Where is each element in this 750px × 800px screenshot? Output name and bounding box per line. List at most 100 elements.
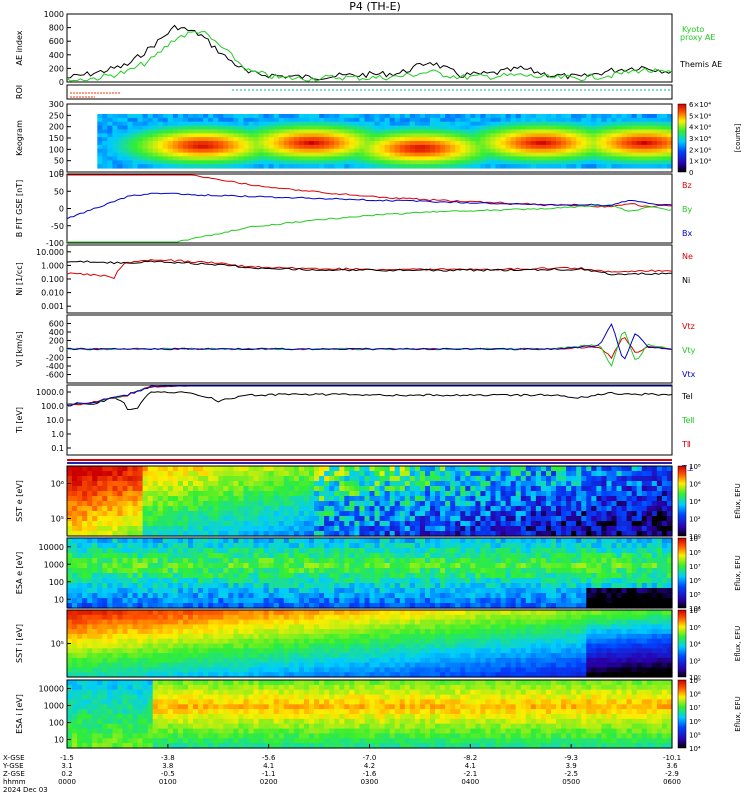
heatmap-cell [591,603,597,609]
heatmap-cell [304,137,310,142]
heatmap-cell [298,114,305,119]
heatmap-cell [546,593,552,599]
heatmap-cell [465,578,471,584]
heatmap-cell [586,516,592,522]
heatmap-cell [344,548,350,554]
heatmap-cell [520,568,527,574]
heatmap-cell [394,129,401,134]
y-axis-label: Ti [eV] [15,407,24,434]
heatmap-cell [435,148,441,154]
heatmap-cell [309,476,315,482]
heatmap-cell [621,141,628,146]
heatmap-cell [455,598,461,604]
heatmap-cell [661,511,668,517]
heatmap-cell [283,516,290,522]
heatmap-cell [404,486,411,492]
heatmap-cell [596,160,602,165]
heatmap-cell [349,471,355,477]
heatmap-cell [329,526,335,532]
heatmap-cell [238,526,244,532]
heatmap-cell [445,593,451,599]
heatmap-cell [404,496,411,502]
heatmap-cell [480,471,486,477]
heatmap-cell [384,558,391,564]
heatmap-cell [561,152,567,158]
heatmap-cell [253,137,260,142]
heatmap-cell [384,129,391,134]
y-tick-label: 0.1 [51,444,64,453]
heatmap-cell [490,496,497,502]
heatmap-cell [147,578,154,584]
heatmap-cell [132,156,139,161]
heatmap-cell [344,563,350,569]
heatmap-cell [142,563,149,569]
heatmap-cell [510,481,517,487]
heatmap-cell [656,471,663,477]
heatmap-cell [283,501,290,507]
heatmap-cell [344,471,350,477]
heatmap-cell [465,573,471,579]
heatmap-cell [540,543,547,549]
heatmap-cell [208,548,214,554]
heatmap-cell [530,117,537,123]
heatmap-cell [208,568,214,574]
heatmap-cell [435,553,441,559]
heatmap-cell [616,164,623,169]
heatmap-cell [379,125,386,131]
heatmap-cell [409,573,416,579]
heatmap-cell [152,160,159,165]
heatmap-cell [430,164,436,169]
y-tick-label: 1000.0 [36,388,64,397]
heatmap-cell [112,114,118,119]
heatmap-cell [394,568,401,574]
heatmap-cell [626,476,633,482]
heatmap-cell [440,476,446,482]
heatmap-cell [82,506,88,512]
heatmap-cell [304,558,310,564]
heatmap-cell [485,511,492,517]
heatmap-cell [636,152,643,158]
heatmap-cell [309,568,315,574]
heatmap-cell [172,593,179,599]
heatmap-cell [460,516,466,522]
heatmap-cell [631,491,638,497]
heatmap-cell [359,466,365,472]
heatmap-cell [389,144,396,150]
heatmap-cell [359,152,365,158]
heatmap-cell [354,486,360,492]
heatmap-cell [293,501,300,507]
heatmap-cell [309,164,315,169]
heatmap-cell [142,511,149,517]
heatmap-cell [485,117,492,123]
heatmap-cell [566,466,572,472]
heatmap-cell [551,578,557,584]
heatmap-cell [616,491,623,497]
heatmap-cell [520,114,527,119]
heatmap-cell [409,548,416,554]
series-line [67,204,673,243]
heatmap-cell [470,521,476,527]
heatmap-cell [667,133,673,138]
heatmap-cell [132,141,139,146]
heatmap-cell [67,521,73,527]
heatmap-cell [324,538,330,544]
heatmap-cell [67,466,73,472]
heatmap-cell [278,476,285,482]
heatmap-cell [500,117,507,123]
heatmap-cell [399,133,406,138]
heatmap-cell [102,156,108,161]
heatmap-cell [87,466,93,472]
heatmap-cell [485,466,492,472]
heatmap-cell [304,156,310,161]
heatmap-cell [273,501,280,507]
heatmap-cell [409,531,416,537]
heatmap-cell [566,583,572,589]
heatmap-cell [147,471,154,477]
heatmap-cell [304,152,310,158]
heatmap-cell [571,506,577,512]
heatmap-cell [460,526,466,532]
heatmap-cell [177,568,184,574]
heatmap-cell [586,137,592,142]
heatmap-cell [540,516,547,522]
heatmap-cell [641,521,648,527]
